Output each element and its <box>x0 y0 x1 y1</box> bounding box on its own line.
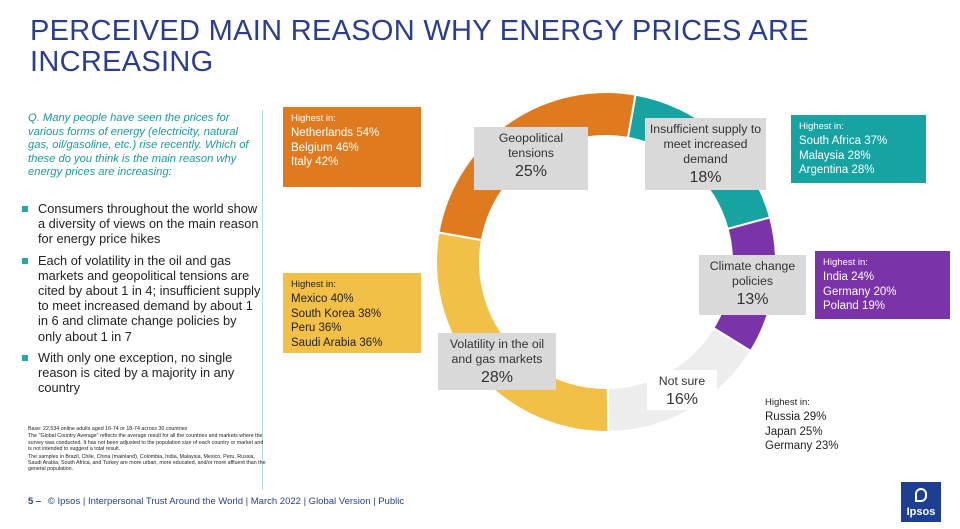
bullet-item: With only one exception, no single reaso… <box>18 350 263 396</box>
base-notes: Base: 22,534 online adults aged 16-74 or… <box>28 426 268 474</box>
highlight-item: Germany 23% <box>765 440 839 452</box>
segment-label-volatility: Volatility in the oil and gas markets 28… <box>438 333 556 390</box>
segment-label-not-sure: Not sure 16% <box>647 370 717 410</box>
highlight-box-climate: Highest in: India 24% Germany 20% Poland… <box>815 251 950 319</box>
category-label: Climate change policies <box>709 259 796 288</box>
highlight-item: India 24% <box>823 271 875 283</box>
highest-in-label: Highest in: <box>799 121 844 132</box>
highlight-item: Peru 36% <box>291 322 342 334</box>
footer: 5 – © Ipsos | Interpersonal Trust Around… <box>28 496 404 507</box>
value-label: 13% <box>736 291 769 308</box>
highlight-item: South Africa 37% <box>799 135 888 147</box>
value-label: 16% <box>665 391 699 408</box>
highlight-item: Malaysia 28% <box>799 149 871 162</box>
value-label: 25% <box>514 163 548 180</box>
highlight-box-insufficient: Highest in: South Africa 37% Malaysia 28… <box>791 115 926 183</box>
divider-line <box>262 110 263 490</box>
value-label: 18% <box>689 169 722 186</box>
highlight-item: Japan 25% <box>765 425 823 438</box>
ipsos-logo: Ipsos <box>901 482 941 522</box>
logo-mark-icon <box>915 488 927 502</box>
highlight-item: South Korea 38% <box>291 307 382 320</box>
highest-in-label: Highest in: <box>291 113 336 124</box>
highlight-box-not-sure: Highest in: Russia 29% Japan 25% Germany… <box>757 391 892 459</box>
page-number: 5 – <box>28 496 42 507</box>
survey-question: Q. Many people have seen the prices for … <box>28 112 249 179</box>
highlight-item: Poland 19% <box>823 300 886 312</box>
highlight-item: Argentina 28% <box>799 164 875 176</box>
category-label: Volatility in the oil and gas markets <box>449 337 545 366</box>
logo-text: Ipsos <box>906 506 936 518</box>
highlight-item: Netherlands 54% <box>291 127 380 139</box>
base-note: The samples in Brazil, Chile, China (mai… <box>28 453 266 473</box>
footer-text: © Ipsos | Interpersonal Trust Around the… <box>47 496 405 507</box>
highlight-item: Belgium 46% <box>291 141 359 154</box>
bullet-item: Consumers throughout the world show a di… <box>18 201 263 247</box>
segment-label-climate: Climate change policies 13% <box>699 255 806 315</box>
bullet-list: Consumers throughout the world show a di… <box>18 201 263 401</box>
category-label: Not sure <box>658 374 706 388</box>
value-label: 28% <box>480 369 514 386</box>
category-label: Insufficient supply to meet increased de… <box>649 122 762 166</box>
highlight-box-volatility: Highest in: Mexico 40% South Korea 38% P… <box>283 273 421 353</box>
segment-label-insufficient: Insufficient supply to meet increased de… <box>645 118 766 190</box>
highlight-item: Italy 42% <box>291 156 339 168</box>
bullet-item: Each of volatility in the oil and gas ma… <box>18 253 263 344</box>
base-note: Base: 22,534 online adults aged 16-74 or… <box>28 426 188 432</box>
highlight-item: Germany 20% <box>823 285 897 298</box>
category-label: Geopolitical tensions <box>498 131 564 160</box>
highest-in-label: Highest in: <box>291 279 336 290</box>
segment-label-geopolitical: Geopolitical tensions 25% <box>474 127 588 190</box>
highest-in-label: Highest in: <box>765 397 810 408</box>
page-title: PERCEIVED MAIN REASON WHY ENERGY PRICES … <box>30 15 809 78</box>
highlight-item: Russia 29% <box>765 411 827 423</box>
highlight-box-geopolitical: Highest in: Netherlands 54% Belgium 46% … <box>283 107 421 187</box>
highlight-item: Saudi Arabia 36% <box>291 336 383 349</box>
highlight-item: Mexico 40% <box>291 293 354 305</box>
base-note: The "Global Country Average" reflects th… <box>28 433 264 453</box>
highest-in-label: Highest in: <box>823 257 868 268</box>
